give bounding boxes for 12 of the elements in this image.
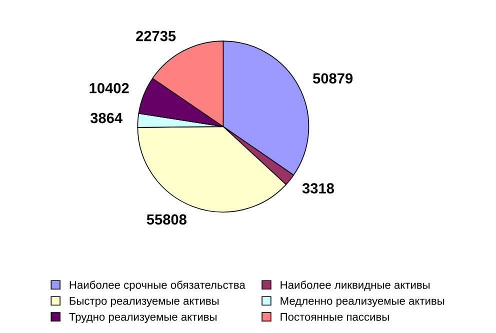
data-label: 3318	[302, 183, 334, 194]
legend-label: Быстро реализуемые активы	[70, 297, 219, 308]
legend-label: Медленно реализуемые активы	[280, 297, 444, 308]
data-label: 10402	[90, 83, 129, 94]
data-label: 55808	[146, 214, 187, 225]
legend-label: Трудно реализуемые активы	[69, 313, 216, 323]
data-label: 22735	[136, 30, 176, 42]
data-label: 50879	[312, 73, 353, 84]
data-label: 3864	[90, 112, 122, 124]
legend-label: Постоянные пассивы	[280, 313, 389, 321]
legend-label: Наиболее срочные обязательства	[70, 280, 246, 292]
legend-label: Наиболее ликвидные активы	[280, 280, 430, 291]
